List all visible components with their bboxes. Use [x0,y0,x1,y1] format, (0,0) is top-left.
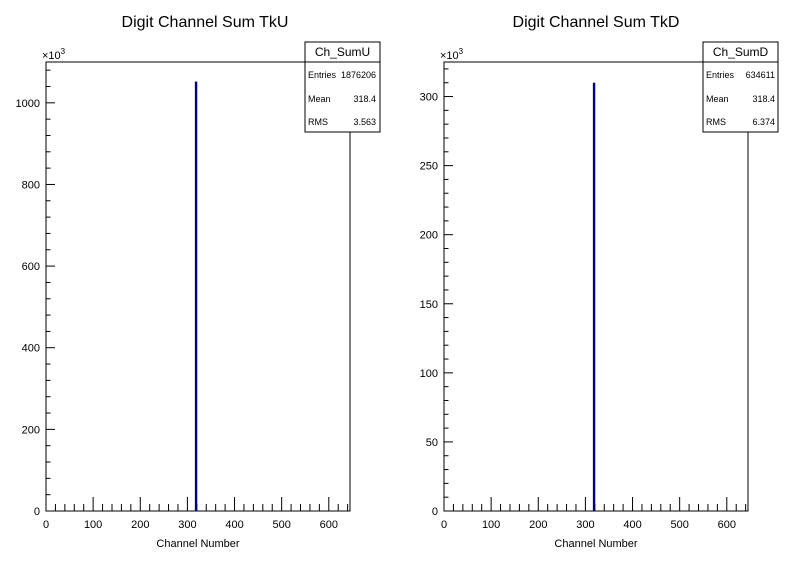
y-tick-label: 400 [22,343,40,355]
y-multiplier-base: ×10 [440,50,459,62]
stats-box-frame [702,41,779,133]
stats-mean-value: 318.4 [752,94,775,104]
y-tick-label: 800 [22,179,40,191]
histogram-panel-2: Digit Channel Sum TkD 0 50 100 150 200 250 300 ×… [420,14,779,550]
stats-box: Ch_SumU Entries 1876206 Mean 318.4 RMS 3.563 [304,41,381,133]
x-tick-label: 300 [576,519,594,531]
x-tick-label: 100 [84,519,102,531]
x-tick-label: 500 [272,519,290,531]
y-tick-label: 150 [420,299,438,311]
y-tick-label: 100 [420,368,438,380]
stats-rms-label: RMS [308,117,328,127]
stats-box: Ch_SumD Entries 634611 Mean 318.4 RMS 6.374 [702,41,779,133]
x-tick-label: 400 [225,519,243,531]
stats-rms-label: RMS [706,117,726,127]
plot-frame [45,61,351,512]
y-tick-label: 600 [22,261,40,273]
histogram-bar [592,82,596,511]
x-tick-label: 600 [320,519,338,531]
x-tick-label: 200 [131,519,149,531]
histogram-panel-1: Digit Channel Sum TkU02004006008001000×1… [16,14,381,550]
y-tick-label: 50 [426,437,438,449]
x-axis-label: Channel Number [554,538,637,550]
y-multiplier-exponent: 3 [459,47,464,56]
y-multiplier-exponent: 3 [61,47,66,56]
stats-entries-label: Entries [706,70,735,80]
y-tick-label: 1000 [16,98,40,110]
histogram-bar [194,81,198,512]
stats-mean-label: Mean [706,94,729,104]
y-tick-label: 300 [420,92,438,104]
x-tick-label: 0 [43,519,49,531]
y-tick-label: 200 [420,230,438,242]
x-tick-label: 100 [482,519,500,531]
stats-entries-value: 634611 [746,70,775,80]
y-tick-label: 200 [22,424,40,436]
x-tick-label: 0 [441,519,447,531]
y-tick-label: 250 [420,161,438,173]
stats-entries-label: Entries [308,70,337,80]
stats-mean-label: Mean [308,94,331,104]
y-axis-multiplier: ×103 [42,47,66,62]
stats-rms-value: 6.374 [752,117,775,127]
stats-name: Ch_SumD [713,45,769,59]
x-tick-label: 400 [623,519,641,531]
stats-entries-value: 1876206 [341,70,376,80]
y-tick-label: 0 [432,506,438,518]
stats-mean-value: 318.4 [353,94,376,104]
y-tick-label: 0 [34,506,40,518]
x-tick-label: 300 [178,519,196,531]
y-multiplier-base: ×10 [42,50,61,62]
x-axis-label: Channel Number [156,538,239,550]
stats-rms-value: 3.563 [353,117,376,127]
stats-box-frame [304,41,381,133]
x-tick-label: 200 [529,519,547,531]
x-tick-label: 500 [670,519,688,531]
stats-name: Ch_SumU [315,45,370,59]
x-tick-label: 600 [718,519,736,531]
chart-title: Digit Channel Sum TkD [513,14,680,31]
plot-frame [443,61,749,512]
y-axis-multiplier: ×103 [440,47,464,62]
chart-title: Digit Channel Sum TkU [122,14,289,31]
